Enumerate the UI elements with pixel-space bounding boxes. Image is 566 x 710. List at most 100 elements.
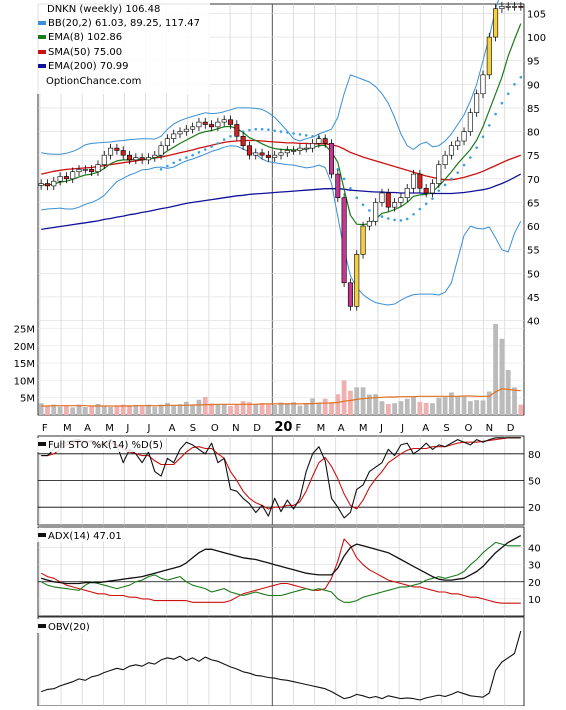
candle-down xyxy=(347,282,353,307)
volume-bar xyxy=(221,404,227,415)
price-panel xyxy=(38,0,524,311)
candle-down xyxy=(209,124,215,128)
stoch-swatch xyxy=(38,442,46,446)
volume-bar xyxy=(190,404,196,415)
psar-dot xyxy=(311,134,314,138)
candle-up xyxy=(152,154,158,158)
price-tick-label: 65 xyxy=(527,198,540,209)
x-tick-label: M xyxy=(63,423,72,434)
psar-dot xyxy=(450,177,453,181)
psar-dot xyxy=(229,134,232,138)
candle-down xyxy=(139,157,145,161)
candle-up xyxy=(486,36,492,76)
volume-bar xyxy=(253,403,259,415)
candle-up xyxy=(76,169,82,173)
psar-dot xyxy=(412,212,415,216)
candle-down xyxy=(120,150,126,156)
price-tick-label: 70 xyxy=(527,175,540,186)
volume-bar xyxy=(480,400,486,415)
candle-up xyxy=(164,138,170,147)
price-tick-label: 50 xyxy=(527,269,540,280)
volume-bar xyxy=(392,403,398,415)
psar-dot xyxy=(519,75,523,79)
candle-down xyxy=(227,119,234,125)
candle-up xyxy=(480,74,486,95)
volume-bar xyxy=(120,404,126,415)
candle-down xyxy=(335,173,341,199)
psar-dot xyxy=(248,128,251,132)
volume-tick-label: 15M xyxy=(14,359,35,370)
adx-tick-label: 30 xyxy=(528,561,541,572)
volume-bar xyxy=(152,406,158,415)
bb-upper-line xyxy=(41,0,500,155)
candle-up xyxy=(70,171,76,180)
volume-bar xyxy=(360,387,366,415)
psar-dot xyxy=(267,128,270,131)
x-tick-label: O xyxy=(211,423,219,434)
volume-bar xyxy=(70,407,76,415)
candle-up xyxy=(379,192,385,203)
psar-dot xyxy=(506,92,510,96)
adx-tick-label: 20 xyxy=(528,578,541,589)
price-tick-label: 55 xyxy=(527,246,540,257)
candle-down xyxy=(234,124,240,137)
x-tick-label: A xyxy=(338,423,345,434)
candle-up xyxy=(272,154,278,158)
candle-up xyxy=(158,145,164,156)
volume-bar xyxy=(335,394,341,415)
x-tick-label: N xyxy=(486,423,493,434)
volume-bar xyxy=(146,404,151,415)
obv-panel xyxy=(41,630,522,701)
candle-up xyxy=(499,6,505,10)
volume-bar xyxy=(202,397,208,415)
volume-bar xyxy=(455,396,461,415)
candle-up xyxy=(411,173,417,189)
price-tick-label: 95 xyxy=(527,57,540,68)
volume-bar xyxy=(95,403,101,415)
psar-dot xyxy=(286,131,289,134)
candle-up xyxy=(398,197,404,203)
psar-dot xyxy=(191,153,194,157)
candle-down xyxy=(328,143,335,175)
volume-bar xyxy=(247,402,252,415)
candle-up xyxy=(171,133,177,139)
candle-up xyxy=(373,202,379,222)
volume-bar xyxy=(430,403,435,415)
volume-bar xyxy=(127,405,132,415)
volume-bar xyxy=(171,405,177,415)
candle-down xyxy=(127,154,133,161)
candle-up xyxy=(291,150,297,152)
legend-ema200: EMA(200) 70.99 xyxy=(48,61,128,72)
candle-down xyxy=(63,176,69,180)
volume-bar xyxy=(51,404,57,415)
candle-down xyxy=(259,152,265,156)
psar-dot xyxy=(513,83,516,86)
volume-bar xyxy=(505,370,511,415)
candle-up xyxy=(38,183,44,186)
candle-up xyxy=(51,180,57,187)
volume-bar xyxy=(38,403,44,415)
volume-bar xyxy=(322,398,328,415)
volume-bar xyxy=(379,401,385,415)
stoch-tick-label: 20 xyxy=(528,503,541,514)
candle-up xyxy=(101,154,107,165)
candle-up xyxy=(253,152,259,156)
adx-legend: ADX(14) 47.01 xyxy=(35,528,125,542)
x-tick-label: J xyxy=(400,423,404,434)
volume-bar xyxy=(209,403,214,415)
volume-panel xyxy=(38,323,524,415)
volume-bar xyxy=(139,406,145,415)
price-tick-label: 80 xyxy=(527,128,540,139)
volume-tick-label: 10M xyxy=(14,376,35,387)
candle-down xyxy=(322,138,328,144)
volume-bar xyxy=(474,400,480,415)
x-tick-label: J xyxy=(147,423,151,434)
candle-up xyxy=(190,126,196,130)
psar-dot xyxy=(368,209,371,212)
candle-up xyxy=(461,131,467,142)
volume-bar xyxy=(366,394,372,415)
psar-dot xyxy=(405,217,409,221)
psar-dot xyxy=(393,218,396,222)
psar-dot xyxy=(462,163,466,167)
psar-dot xyxy=(380,215,384,218)
